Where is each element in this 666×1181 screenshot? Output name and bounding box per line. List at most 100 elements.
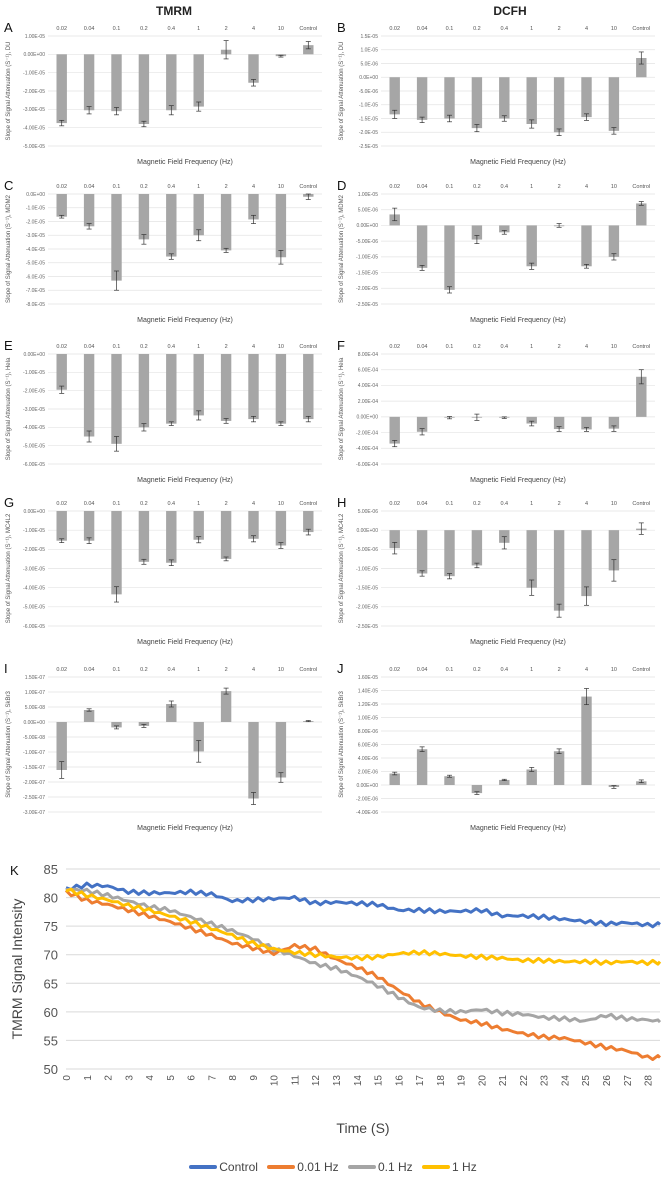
svg-text:-5.00E-06: -5.00E-06 [356, 239, 378, 245]
bar [553, 416, 565, 430]
svg-text:-1.50E-05: -1.50E-05 [356, 270, 378, 276]
svg-text:Magnetic Field Frequency (Hz): Magnetic Field Frequency (Hz) [137, 317, 233, 324]
panel-i: I 1.50E-07 1.00E-07 5.00E-08 0.00E+00 -5.00E-… [0, 655, 333, 840]
bar [416, 77, 428, 120]
bar [526, 530, 537, 588]
svg-text:0.1: 0.1 [113, 26, 121, 32]
svg-text:1: 1 [197, 184, 200, 190]
svg-text:0.02: 0.02 [389, 501, 400, 507]
svg-text:Control: Control [299, 501, 317, 507]
svg-text:10: 10 [278, 667, 284, 673]
svg-text:0.00E+00: 0.00E+00 [23, 52, 45, 58]
series-line [65, 887, 662, 967]
bar [444, 530, 455, 577]
svg-text:-5.0E-05: -5.0E-05 [26, 261, 45, 267]
bar [499, 779, 510, 785]
svg-text:0.0E+00: 0.0E+00 [359, 75, 378, 81]
bar [608, 416, 620, 429]
panel-f: F 8.00E-04 6.00E-04 4.00E-04 2.00E-04 0.00E+0… [333, 332, 666, 492]
svg-text:2: 2 [104, 1075, 115, 1081]
svg-text:-2.00E-05: -2.00E-05 [23, 89, 45, 95]
svg-text:10: 10 [270, 1075, 281, 1087]
bar [111, 194, 122, 281]
svg-text:-1.50E-05: -1.50E-05 [356, 585, 378, 591]
svg-text:1.50E-07: 1.50E-07 [25, 675, 46, 681]
svg-text:-5.00E-08: -5.00E-08 [23, 735, 45, 741]
bar [56, 354, 67, 390]
svg-text:0.1: 0.1 [446, 667, 454, 673]
svg-text:10: 10 [611, 501, 617, 507]
legend-swatch-001hz [267, 1165, 296, 1169]
svg-text:5.00E-08: 5.00E-08 [25, 705, 46, 711]
svg-text:85: 85 [44, 862, 58, 877]
svg-text:2: 2 [225, 501, 228, 507]
svg-text:-4.00E-05: -4.00E-05 [23, 125, 45, 131]
bar [471, 225, 483, 240]
svg-text:60: 60 [44, 1005, 58, 1020]
svg-text:0.1: 0.1 [113, 344, 121, 350]
svg-text:-4.0E-05: -4.0E-05 [26, 247, 45, 253]
svg-text:0.1: 0.1 [446, 344, 454, 350]
svg-text:-5.00E-05: -5.00E-05 [23, 144, 45, 150]
svg-text:20: 20 [477, 1075, 488, 1087]
svg-text:1: 1 [530, 184, 533, 190]
bar [56, 194, 67, 217]
bar [444, 776, 455, 785]
bar [83, 511, 95, 541]
panel-letter: G [4, 495, 14, 510]
svg-text:2: 2 [225, 667, 228, 673]
svg-text:Slope of Signal Attenuation (S: Slope of Signal Attenuation (S⁻¹), MDM2 [6, 194, 12, 303]
svg-text:1.60E-05: 1.60E-05 [358, 675, 379, 681]
svg-text:-2.00E-05: -2.00E-05 [23, 388, 45, 394]
svg-text:Control: Control [299, 344, 317, 350]
svg-text:-2.00E-05: -2.00E-05 [23, 547, 45, 553]
svg-text:1.00E-07: 1.00E-07 [25, 690, 46, 696]
svg-text:0.2: 0.2 [140, 344, 148, 350]
svg-text:10: 10 [611, 184, 617, 190]
svg-text:Magnetic Field Frequency (Hz): Magnetic Field Frequency (Hz) [470, 317, 566, 324]
svg-text:Control: Control [299, 184, 317, 190]
svg-text:9: 9 [249, 1075, 260, 1081]
svg-text:1: 1 [197, 667, 200, 673]
bar [636, 376, 647, 417]
svg-text:TMRM Signal Intensity: TMRM Signal Intensity [9, 899, 25, 1040]
svg-text:Control: Control [632, 344, 650, 350]
legend-label: 0.1 Hz [378, 1160, 413, 1174]
svg-text:0.00E+00: 0.00E+00 [23, 509, 45, 515]
svg-text:0.00E+00: 0.00E+00 [356, 783, 378, 789]
bar [56, 54, 67, 124]
panel-c: C 0.0E+00 -1.0E-05 -2.0E-05 -3.0E-05 -4.0E-05… [0, 172, 333, 332]
bar [471, 785, 483, 794]
svg-text:0.4: 0.4 [500, 184, 508, 190]
svg-text:0.2: 0.2 [140, 26, 148, 32]
svg-text:5.00E-06: 5.00E-06 [358, 509, 379, 515]
bar [138, 54, 150, 125]
bar [193, 194, 204, 236]
svg-text:1.5E-05: 1.5E-05 [360, 34, 378, 40]
svg-text:-2.00E-06: -2.00E-06 [356, 796, 378, 802]
svg-text:1: 1 [530, 667, 533, 673]
svg-text:Magnetic Field Frequency (Hz): Magnetic Field Frequency (Hz) [137, 477, 233, 484]
svg-text:0.4: 0.4 [167, 344, 175, 350]
svg-text:0.04: 0.04 [417, 344, 428, 350]
bar [193, 722, 204, 752]
svg-text:-4.00E-06: -4.00E-06 [356, 810, 378, 816]
legend-label: Control [219, 1160, 258, 1174]
svg-text:-4.00E-04: -4.00E-04 [356, 446, 378, 452]
svg-text:0.2: 0.2 [140, 501, 148, 507]
bar [303, 45, 314, 55]
svg-text:24: 24 [560, 1075, 571, 1087]
bar [636, 781, 647, 785]
svg-text:5: 5 [166, 1075, 177, 1081]
svg-text:Slope of Signal Attenuation (S: Slope of Signal Attenuation (S⁻¹), Hela [339, 357, 345, 460]
legend: Control 0.01 Hz 0.1 Hz 1 Hz [0, 1158, 666, 1174]
svg-text:0.1: 0.1 [113, 501, 121, 507]
svg-text:0.04: 0.04 [84, 26, 95, 32]
bar [581, 77, 592, 118]
svg-text:-3.0E-05: -3.0E-05 [26, 233, 45, 239]
svg-text:0.1: 0.1 [113, 184, 121, 190]
svg-text:4: 4 [252, 344, 255, 350]
bar [138, 354, 150, 428]
bar [193, 511, 204, 540]
svg-text:0.4: 0.4 [167, 501, 175, 507]
